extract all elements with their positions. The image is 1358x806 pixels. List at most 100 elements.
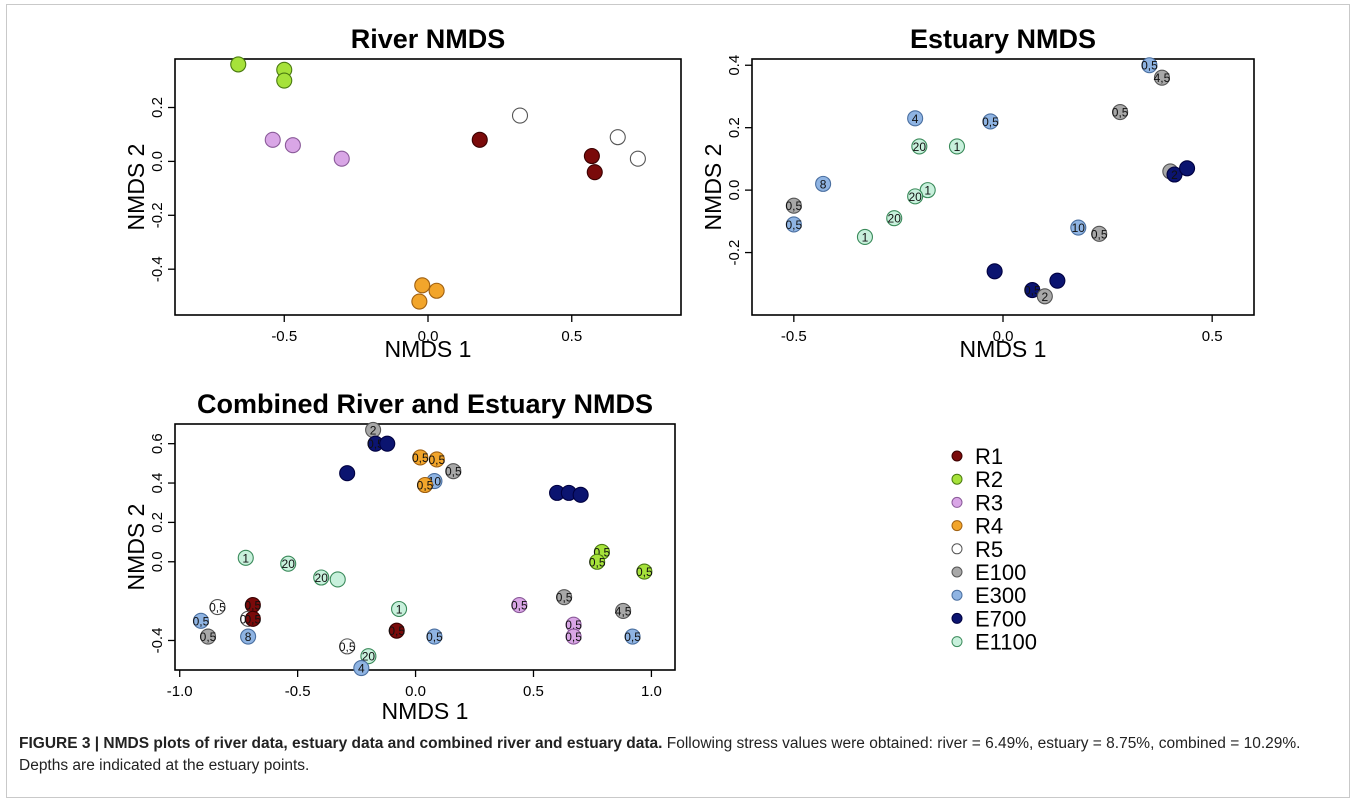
data-point-e300 (426, 628, 443, 645)
data-point-e700 (1179, 160, 1196, 177)
data-point-r5 (609, 129, 626, 146)
data-point-label: 20 (362, 650, 376, 664)
figure-frame: River NMDS -0.5 0.0 0.5 -0.4 -0.2 0.0 0.2 NMDS 1… (6, 4, 1350, 798)
data-point-label: 0,5 (200, 630, 217, 644)
chart-title: Estuary NMDS (910, 24, 1096, 54)
legend-swatch-r1 (951, 450, 963, 462)
data-point-r1 (244, 610, 261, 627)
data-point-e1100 (391, 600, 408, 618)
legend-swatch-e100 (951, 566, 963, 578)
y-tick-label: 0.4 (726, 55, 743, 76)
data-point-e1100 (948, 138, 966, 155)
data-point-e700 (1049, 272, 1066, 289)
data-point-label: 0,5 (244, 612, 261, 626)
data-point-r1 (471, 131, 488, 148)
data-point-r5 (209, 598, 226, 616)
data-point-label: 0,5 (428, 453, 445, 467)
plot-area-box (174, 423, 676, 671)
x-axis-label: NMDS 1 (382, 698, 469, 724)
data-point-r1 (586, 164, 603, 181)
y-tick-label: 0.0 (726, 180, 743, 201)
legend-label-r4: R4 (975, 514, 1003, 539)
data-point-e300 (982, 113, 999, 130)
nmds-figure: River NMDS -0.5 0.0 0.5 -0.4 -0.2 0.0 0.2 NMDS 1… (123, 24, 1255, 724)
data-point-e700 (379, 435, 396, 452)
data-point-label: 0,5 (556, 591, 573, 605)
y-tick-label: 0.0 (149, 551, 166, 572)
data-point-label: 0,5 (445, 465, 462, 479)
caption-figure-label: FIGURE 3 | NMDS plots of river data, est… (19, 735, 663, 752)
data-point-e300 (353, 659, 370, 677)
data-point-e1100 (886, 210, 903, 227)
data-point-r4 (411, 293, 428, 310)
data-point-r5 (629, 150, 646, 167)
data-point-label: 0,5 (982, 115, 999, 129)
figure-caption: FIGURE 3 | NMDS plots of river data, est… (19, 733, 1339, 777)
combined-nmds-panel: Combined River and Estuary NMDS -1.0 -0.5 0… (123, 389, 676, 724)
chart-title: River NMDS (351, 24, 506, 54)
x-tick-label: 0.5 (523, 683, 544, 700)
legend-label-r5: R5 (975, 537, 1003, 562)
data-point-label: 0,5 (785, 218, 802, 232)
data-point-label: 0,5 (1141, 59, 1158, 73)
data-point-r2 (230, 56, 247, 73)
data-point-e1100 (360, 648, 377, 665)
y-tick-label: 0.2 (726, 117, 743, 138)
data-point-label: 4,5 (615, 604, 632, 618)
data-point-e100 (199, 628, 217, 645)
data-point-e1100 (911, 138, 928, 155)
y-tick-label: 0.0 (149, 151, 166, 172)
data-point-label: 0,5 (339, 640, 356, 654)
legend-label-e300: E300 (975, 583, 1026, 608)
data-point-e300 (907, 110, 924, 127)
data-point-r2 (636, 563, 653, 580)
x-tick-label: -0.5 (271, 328, 297, 345)
legend-swatch-r4 (951, 520, 963, 532)
data-point-label: 0,5 (209, 601, 226, 615)
data-point-label: 2 (1041, 290, 1048, 304)
data-point-label: 0,5 (412, 451, 429, 465)
data-point-e1100 (907, 188, 924, 205)
data-point-e100 (615, 602, 632, 620)
data-point-label: 0,5 (426, 630, 443, 644)
data-point-e1100 (280, 555, 297, 572)
data-point-e700 (572, 486, 589, 503)
data-point-e100 (1091, 225, 1108, 242)
legend-swatch-r5 (951, 543, 963, 555)
data-point-label: 0,5 (785, 199, 802, 213)
data-point-e1100 (237, 549, 254, 566)
data-point-label: 1 (242, 551, 249, 565)
data-point-e100 (445, 463, 462, 480)
data-point-label: 2 (1171, 168, 1178, 182)
x-tick-label: -1.0 (167, 683, 193, 700)
data-point-e300 (1141, 57, 1158, 74)
data-point-e300 (785, 216, 802, 233)
data-point-e1100 (313, 569, 330, 586)
x-tick-label: -0.5 (781, 328, 807, 345)
data-point-label: 8 (245, 630, 252, 644)
x-tick-label: 0.0 (993, 328, 1014, 345)
x-axis-label: NMDS 1 (385, 336, 472, 362)
legend-label-e1100: E1100 (975, 630, 1037, 655)
data-point-label: 0,5 (244, 599, 261, 613)
data-point-e100 (1036, 288, 1053, 305)
data-point-label: 4,5 (1154, 71, 1171, 85)
legend-swatch-e300 (951, 589, 963, 601)
y-tick-label: 0.2 (149, 512, 166, 533)
legend-swatch-e1100 (951, 636, 963, 648)
y-tick-label: -0.2 (726, 240, 743, 266)
data-point-label: 0,5 (565, 630, 582, 644)
legend-label-r3: R3 (975, 490, 1003, 515)
data-point-label: 1 (862, 230, 869, 244)
data-point-e700 (339, 465, 356, 482)
estuary-nmds-panel: Estuary NMDS -0.5 0.0 0.5 -0.2 0.0 0.2 0.4 NMDS … (700, 24, 1255, 362)
data-point-label: 0,5 (511, 599, 528, 613)
data-point-e100 (556, 589, 573, 606)
data-point-label: 10 (1072, 221, 1086, 235)
data-point-label: 0,5 (589, 555, 606, 569)
data-point-label: 0,5 (565, 618, 582, 632)
river-nmds-panel: River NMDS -0.5 0.0 0.5 -0.4 -0.2 0.0 0.2 NMDS 1… (123, 24, 682, 362)
chart-title: Combined River and Estuary NMDS (197, 389, 653, 419)
data-point-r5 (511, 107, 529, 124)
